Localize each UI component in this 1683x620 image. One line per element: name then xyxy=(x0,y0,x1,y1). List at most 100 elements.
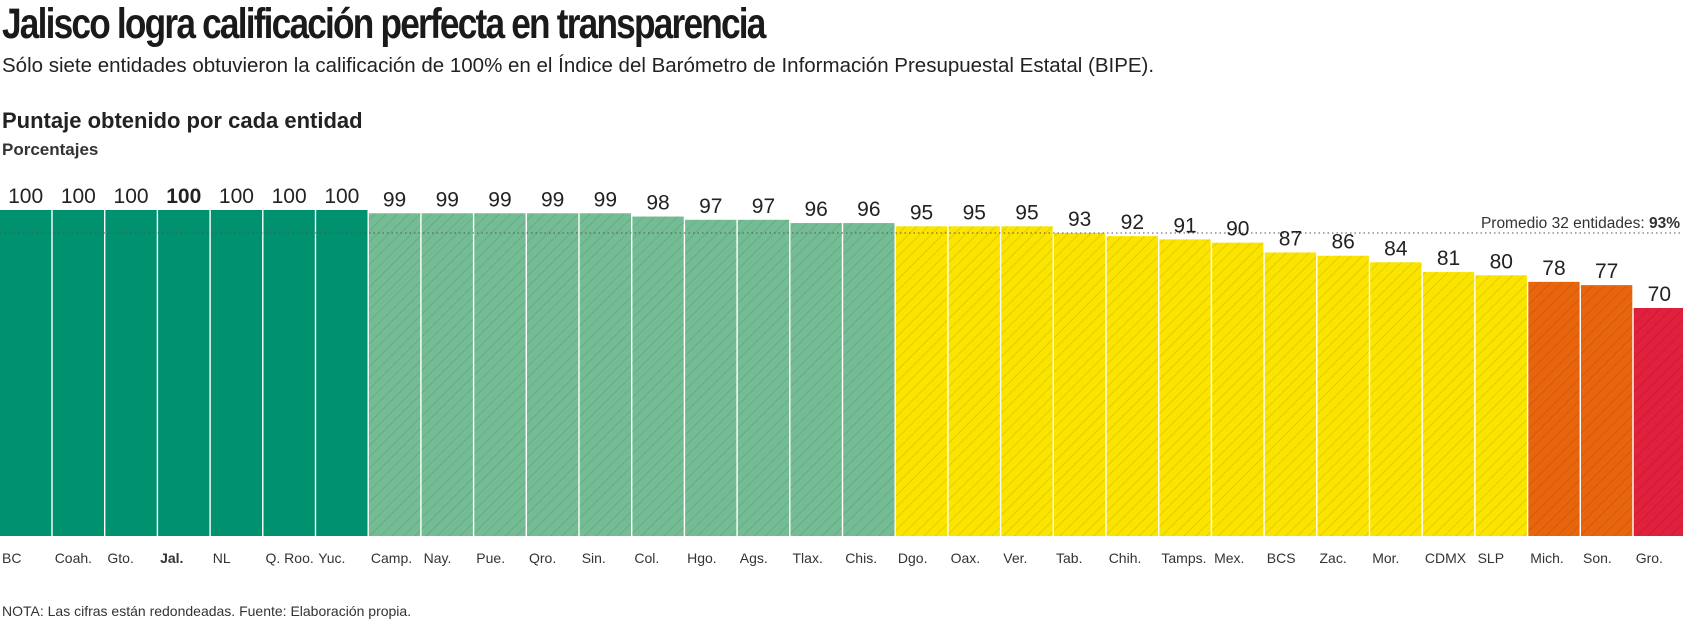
bar-jal xyxy=(158,210,210,536)
value-label: 99 xyxy=(436,188,459,211)
value-label: 95 xyxy=(1015,201,1038,224)
category-label: Tlax. xyxy=(793,550,823,566)
value-label: 78 xyxy=(1542,257,1565,280)
category-label: Tamps. xyxy=(1161,550,1206,566)
bar-zac xyxy=(1317,255,1369,536)
value-label: 92 xyxy=(1121,211,1144,234)
bar-camp xyxy=(368,213,421,536)
value-label: 90 xyxy=(1226,218,1249,241)
value-label: 97 xyxy=(699,195,722,218)
category-label: SLP xyxy=(1478,550,1504,566)
bar-slp xyxy=(1475,275,1527,536)
value-label: 100 xyxy=(324,185,359,208)
bar-col xyxy=(632,216,684,537)
value-label: 100 xyxy=(272,185,307,208)
bar-ver xyxy=(1001,226,1053,537)
bar-gto xyxy=(105,210,157,536)
headline: Jalisco logra calificación perfecta en t… xyxy=(2,0,766,48)
value-label: 95 xyxy=(963,201,986,224)
value-label: 91 xyxy=(1173,214,1196,237)
value-label: 84 xyxy=(1384,237,1408,260)
bar-ags xyxy=(737,219,790,537)
category-label: Coah. xyxy=(55,550,92,566)
bar-nay xyxy=(421,213,473,536)
value-label: 93 xyxy=(1068,208,1091,231)
value-label: 100 xyxy=(166,185,201,208)
category-label: Chih. xyxy=(1109,550,1142,566)
bar-gro xyxy=(1633,308,1683,536)
value-label: 100 xyxy=(61,185,96,208)
bar-mich xyxy=(1528,281,1580,536)
value-label: 100 xyxy=(114,185,149,208)
value-label: 95 xyxy=(910,201,933,224)
bar-bc xyxy=(0,210,52,536)
bar-sin xyxy=(579,213,631,536)
value-label: 99 xyxy=(488,188,511,211)
value-label: 99 xyxy=(594,188,617,211)
category-label: Gro. xyxy=(1636,550,1663,566)
category-label: Pue. xyxy=(476,550,505,566)
category-label: Mich. xyxy=(1530,550,1563,566)
chart-unit-label: Porcentajes xyxy=(2,140,99,159)
bar-bcs xyxy=(1264,252,1317,536)
category-label: Ags. xyxy=(740,550,768,566)
bar-nl xyxy=(210,210,263,536)
value-label: 77 xyxy=(1595,260,1618,283)
bar-mex xyxy=(1212,242,1264,536)
category-label: Nay. xyxy=(424,550,452,566)
bar-coah xyxy=(52,210,104,536)
category-label: Col. xyxy=(634,550,659,566)
category-label: Qro. xyxy=(529,550,556,566)
bar-pue xyxy=(474,213,526,536)
category-label: Camp. xyxy=(371,550,412,566)
category-label: Chis. xyxy=(845,550,877,566)
category-label: Tab. xyxy=(1056,550,1082,566)
category-label: Mor. xyxy=(1372,550,1399,566)
category-label: Yuc. xyxy=(318,550,345,566)
bar-chart: Promedio 32 entidades: 93% 100 BC 100 Coah.… xyxy=(0,185,1683,566)
value-label: 96 xyxy=(857,198,880,221)
category-label: Dgo. xyxy=(898,550,928,566)
category-label: Son. xyxy=(1583,550,1612,566)
average-label: Promedio 32 entidades: 93% xyxy=(1481,215,1680,232)
footnote: NOTA: Las cifras están redondeadas. Fuen… xyxy=(2,603,412,619)
bar-oax xyxy=(948,226,1000,537)
value-label: 96 xyxy=(804,198,827,221)
value-label: 81 xyxy=(1437,247,1460,270)
bar-q-roo xyxy=(263,210,315,536)
value-label: 99 xyxy=(383,188,406,211)
bar-son xyxy=(1581,285,1633,536)
bar-qro xyxy=(527,213,579,536)
category-label: CDMX xyxy=(1425,550,1467,566)
bar-mor xyxy=(1370,262,1422,536)
value-label: 98 xyxy=(646,192,669,215)
value-label: 80 xyxy=(1490,250,1513,273)
value-label: 100 xyxy=(8,185,43,208)
bar-tamps xyxy=(1159,239,1211,536)
value-label: 97 xyxy=(752,195,775,218)
bar-dgo xyxy=(895,226,948,537)
category-label: Sin. xyxy=(582,550,606,566)
bar-chih xyxy=(1106,236,1158,536)
category-label: Ver. xyxy=(1003,550,1027,566)
category-label: Hgo. xyxy=(687,550,717,566)
bar-tlax xyxy=(790,223,842,537)
category-label: Mex. xyxy=(1214,550,1244,566)
chart-title: Puntaje obtenido por cada entidad xyxy=(2,108,363,133)
category-label: Jal. xyxy=(160,550,183,566)
category-label: NL xyxy=(213,550,231,566)
category-label: Zac. xyxy=(1320,550,1347,566)
category-label: BCS xyxy=(1267,550,1296,566)
category-label: Oax. xyxy=(951,550,981,566)
category-label: Q. Roo. xyxy=(266,550,314,566)
subtitle: Sólo siete entidades obtuvieron la calif… xyxy=(2,54,1155,77)
bar-cdmx xyxy=(1422,272,1475,536)
value-label: 100 xyxy=(219,185,254,208)
category-label: BC xyxy=(2,550,21,566)
bar-tab xyxy=(1054,232,1106,536)
bar-yuc xyxy=(316,210,368,536)
bar-hgo xyxy=(685,219,737,537)
category-label: Gto. xyxy=(107,550,133,566)
value-label: 70 xyxy=(1648,283,1671,306)
value-label: 86 xyxy=(1331,231,1354,254)
